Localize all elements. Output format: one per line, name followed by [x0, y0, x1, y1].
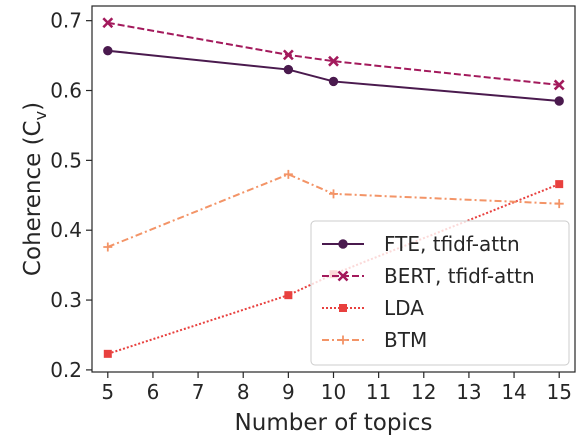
y-tick-label: 0.5	[50, 148, 82, 172]
data-point	[103, 46, 113, 56]
x-tick-label: 5	[101, 380, 114, 404]
legend-label: BERT, tfidf-attn	[384, 264, 535, 288]
data-point	[103, 349, 112, 358]
legend-marker	[339, 304, 347, 312]
legend-label: LDA	[384, 296, 424, 320]
data-point	[328, 76, 339, 87]
data-point	[554, 96, 564, 106]
data-point	[554, 199, 564, 209]
data-point	[328, 55, 339, 67]
series-line	[107, 21, 560, 86]
legend-entry: BERT, tfidf-attn	[322, 264, 535, 288]
y-tick-label: 0.7	[50, 9, 82, 33]
x-tick-label: 15	[546, 380, 571, 404]
x-tick-label: 10	[321, 380, 346, 404]
legend-label: BTM	[384, 328, 427, 352]
y-axis-ticks: 0.2 0.3 0.4 0.5 0.6 0.7	[50, 9, 92, 382]
x-tick-label: 9	[282, 380, 295, 404]
x-tick-label: 7	[192, 380, 205, 404]
x-tick-label: 6	[147, 380, 160, 404]
x-axis-ticks: 5 6 7 8 9 10 11 12 13 14 15	[101, 372, 572, 404]
data-point	[102, 17, 114, 29]
legend-marker	[338, 239, 348, 249]
legend-entry: FTE, tfidf-attn	[322, 232, 520, 256]
x-tick-label: 11	[366, 380, 391, 404]
legend-entry: BTM	[322, 328, 427, 352]
data-point	[329, 189, 338, 199]
series-line	[107, 49, 560, 102]
x-axis-label: Number of topics	[235, 410, 433, 435]
x-tick-label: 14	[501, 380, 526, 404]
data-point	[283, 169, 293, 179]
legend-box	[310, 220, 570, 366]
series-circle	[103, 46, 564, 106]
data-point	[284, 291, 293, 300]
series-x	[102, 17, 565, 91]
data-point	[282, 49, 294, 61]
data-point	[553, 79, 565, 91]
data-point	[103, 242, 113, 252]
y-tick-label: 0.3	[50, 288, 82, 312]
x-tick-label: 12	[411, 380, 436, 404]
legend-marker	[337, 270, 349, 282]
x-tick-label: 8	[237, 380, 250, 404]
legend-entry: LDA	[322, 296, 424, 320]
legend-label: FTE, tfidf-attn	[384, 232, 520, 256]
series-line	[107, 173, 560, 248]
series-plus	[103, 169, 564, 252]
y-tick-label: 0.6	[50, 79, 82, 103]
data-point	[283, 64, 294, 75]
y-axis-label: Coherence (Cv)	[20, 102, 50, 276]
x-tick-label: 13	[456, 380, 481, 404]
data-point	[555, 180, 564, 189]
legend-rows: FTE, tfidf-attn BERT, tfidf-attn LDA BTM	[322, 232, 535, 352]
y-tick-label: 0.4	[50, 218, 82, 242]
y-tick-label: 0.2	[50, 358, 82, 382]
legend: FTE, tfidf-attn BERT, tfidf-attn LDA BTM	[310, 220, 570, 366]
legend-marker	[338, 335, 348, 345]
